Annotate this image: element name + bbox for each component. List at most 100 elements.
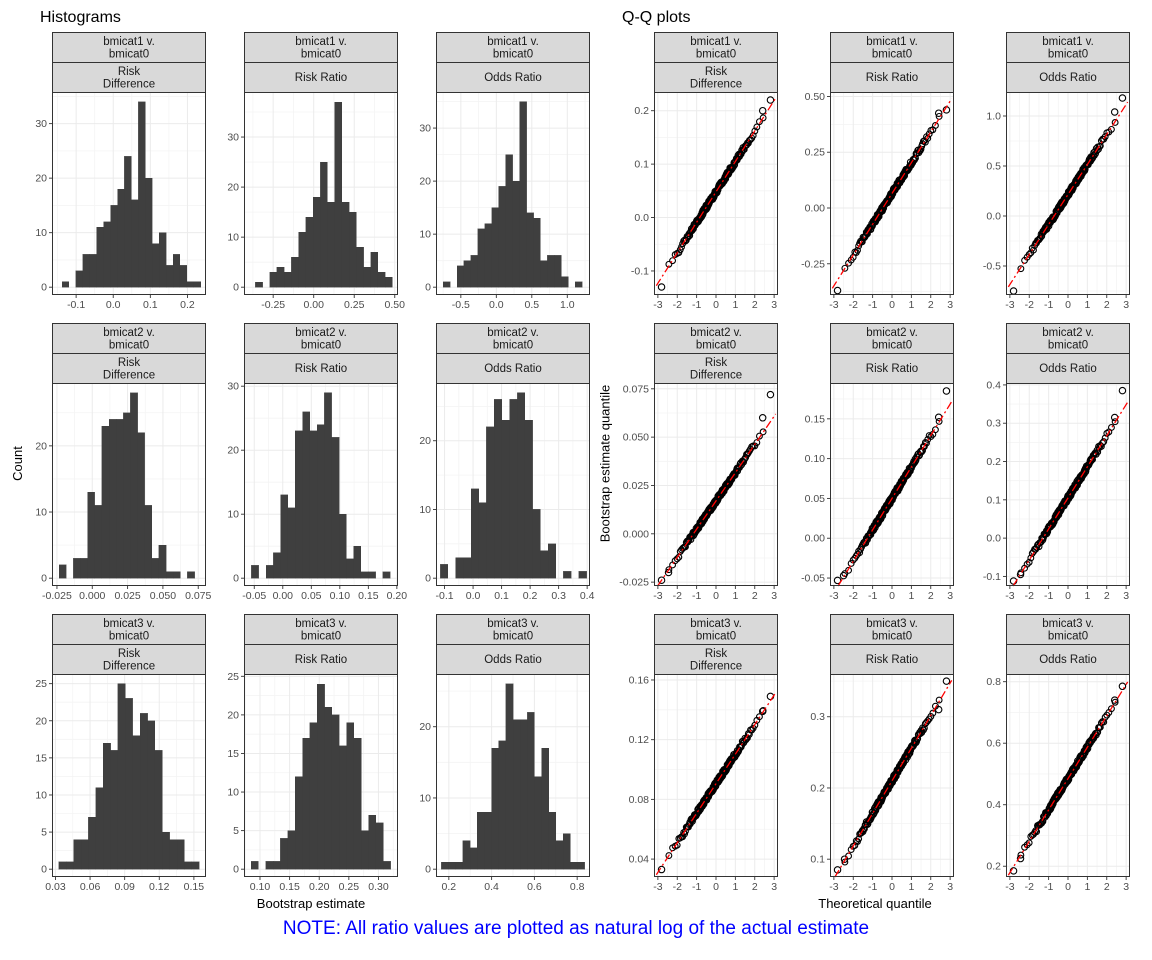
y-tick-label: 0.3 <box>810 711 825 723</box>
x-tick-label: -2 <box>673 299 682 311</box>
facet-measure-line1: Risk Ratio <box>866 363 918 375</box>
hist-y-axis-label-text: Count <box>9 446 25 481</box>
y-tick-label: 10 <box>35 789 47 801</box>
qq-extreme-point <box>657 576 666 584</box>
x-tick-label: 0.075 <box>185 590 211 602</box>
facet-measure-line1: Risk Ratio <box>295 363 347 375</box>
qq-points <box>833 677 951 874</box>
y-tick-label: 0.0 <box>986 533 1001 545</box>
facet-measure-line1: Risk Ratio <box>866 654 918 666</box>
y-tick-label: 0.0 <box>986 211 1001 223</box>
facet-measure-strip <box>436 644 590 675</box>
x-tick-label: -1 <box>1044 299 1053 311</box>
axis-ticks: 0 10 20 30 -0.5 0.0 0.5 1.0 <box>419 123 574 311</box>
y-tick-label: 0.000 <box>623 528 649 540</box>
x-tick-label: 0 <box>889 299 895 311</box>
facet-comparison-line1: bmicat2 v. <box>103 327 155 339</box>
facet-strips: bmicat1 v.bmicat0 Risk Ratio <box>830 32 954 93</box>
x-tick-label: 0.10 <box>250 881 271 893</box>
facet-measure-line1: Odds Ratio <box>484 654 542 666</box>
y-tick-label: 0.00 <box>805 533 826 545</box>
qq-extreme-point <box>758 707 767 716</box>
y-tick-label: -0.1 <box>983 571 1001 583</box>
qq-reference-line <box>837 401 953 587</box>
x-tick-label: 0 <box>1065 299 1071 311</box>
y-tick-label: 25 <box>35 678 47 690</box>
y-tick-label: 0.1 <box>986 494 1001 506</box>
hist-y-axis-label: Count <box>8 32 26 895</box>
x-tick-label: 2 <box>1104 881 1110 893</box>
y-tick-label: 20 <box>35 440 47 452</box>
y-tick-label: 0.0 <box>634 212 649 224</box>
facet-comparison-line1: bmicat2 v. <box>690 327 742 339</box>
facet-measure-line2: Difference <box>103 79 155 91</box>
x-tick-label: 0.0 <box>106 299 121 311</box>
facet-comparison-line1: bmicat3 v. <box>103 618 155 630</box>
x-tick-label: 2 <box>1104 299 1110 311</box>
x-tick-label: 0.1 <box>143 299 158 311</box>
x-tick-label: -1 <box>868 299 877 311</box>
facet-comparison-strip <box>830 323 954 354</box>
y-tick-label: 5 <box>41 827 47 839</box>
qq-extreme-point <box>839 571 848 580</box>
facet-comparison-line1: bmicat1 v. <box>487 36 539 48</box>
qq-extreme-point <box>758 106 767 115</box>
y-tick-label: 0.4 <box>986 799 1001 811</box>
axis-ticks: 0.1 0.2 0.3 -3 -2 -1 0 1 2 3 <box>810 711 953 893</box>
facet-comparison-strip <box>654 32 778 63</box>
y-tick-label: 0.2 <box>986 861 1001 873</box>
qq-reference-line <box>655 97 777 287</box>
histograms-section: Histograms Count bmicat1 v. bmicat0 Risk Di… <box>8 6 596 914</box>
x-tick-label: 0.2 <box>523 590 538 602</box>
x-tick-label: 3 <box>771 299 777 311</box>
facet-comparison-line1: bmicat3 v. <box>866 618 918 630</box>
qq-title: Q-Q plots <box>622 9 691 26</box>
facet-measure-strip <box>244 62 398 93</box>
x-tick-label: 1 <box>908 590 914 602</box>
facet-measure-strip <box>52 62 206 93</box>
facet-comparison-line2: bmicat0 <box>1048 49 1088 61</box>
x-tick-label: 1 <box>908 299 914 311</box>
qq-plot-r2c2: bmicat2 v.bmicat0 Risk Ratio -0.05 0.00 0.05… <box>801 323 954 602</box>
x-tick-label: 0.050 <box>150 590 176 602</box>
facet-measure-line1: Risk <box>118 66 141 78</box>
y-tick-label: 30 <box>227 132 239 144</box>
facet-strips: bmicat1 v.bmicat0 Odds Ratio <box>436 32 590 93</box>
qq-panel-r1c1: bmicat1 v. bmicat0 Risk Difference -0.1 0.0 0.… <box>614 32 784 313</box>
facet-comparison-line1: bmicat3 v. <box>487 618 539 630</box>
facet-comparison-line1: bmicat1 v. <box>866 36 918 48</box>
facet-measure-strip <box>52 353 206 384</box>
y-tick-label: -0.5 <box>983 261 1001 273</box>
qq-extreme-point <box>657 283 666 291</box>
x-tick-label: -3 <box>829 299 838 311</box>
x-tick-label: 0.15 <box>358 590 379 602</box>
qq-panel-r2c1: bmicat2 v. bmicat0 Risk Difference -0.025 0.0… <box>614 323 784 604</box>
y-tick-label: 0 <box>41 282 47 294</box>
histogram-bars <box>61 101 202 288</box>
facet-strips: bmicat3 v.bmicat0 Risk Ratio <box>244 614 398 675</box>
y-tick-label: 0.3 <box>986 418 1001 430</box>
y-tick-label: 1.0 <box>986 111 1001 123</box>
x-tick-label: 0.4 <box>580 590 595 602</box>
facet-comparison-line1: bmicat1 v. <box>690 36 742 48</box>
facet-comparison-line1: bmicat2 v. <box>1042 327 1094 339</box>
x-tick-label: 0.00 <box>273 590 294 602</box>
facet-comparison-strip <box>52 614 206 645</box>
y-tick-label: 0.8 <box>986 676 1001 688</box>
y-tick-label: 0.2 <box>986 456 1001 468</box>
facet-measure-strip <box>830 644 954 675</box>
histograms-title: Histograms <box>40 9 121 26</box>
x-tick-label: 0.1 <box>494 590 509 602</box>
qq-reference-line <box>657 413 777 587</box>
x-tick-label: 0.0 <box>489 299 504 311</box>
y-tick-label: -0.1 <box>631 265 649 277</box>
x-tick-label: -3 <box>653 881 662 893</box>
facet-comparison-strip <box>654 614 778 645</box>
x-tick-label: 0.25 <box>344 299 365 311</box>
facet-comparison-line1: bmicat2 v. <box>866 327 918 339</box>
figure-page: Histograms Count bmicat1 v. bmicat0 Risk Di… <box>8 6 1130 914</box>
hist-x-axis-label: Bootstrap estimate <box>256 896 366 911</box>
facet-comparison-line2: bmicat0 <box>493 631 533 643</box>
